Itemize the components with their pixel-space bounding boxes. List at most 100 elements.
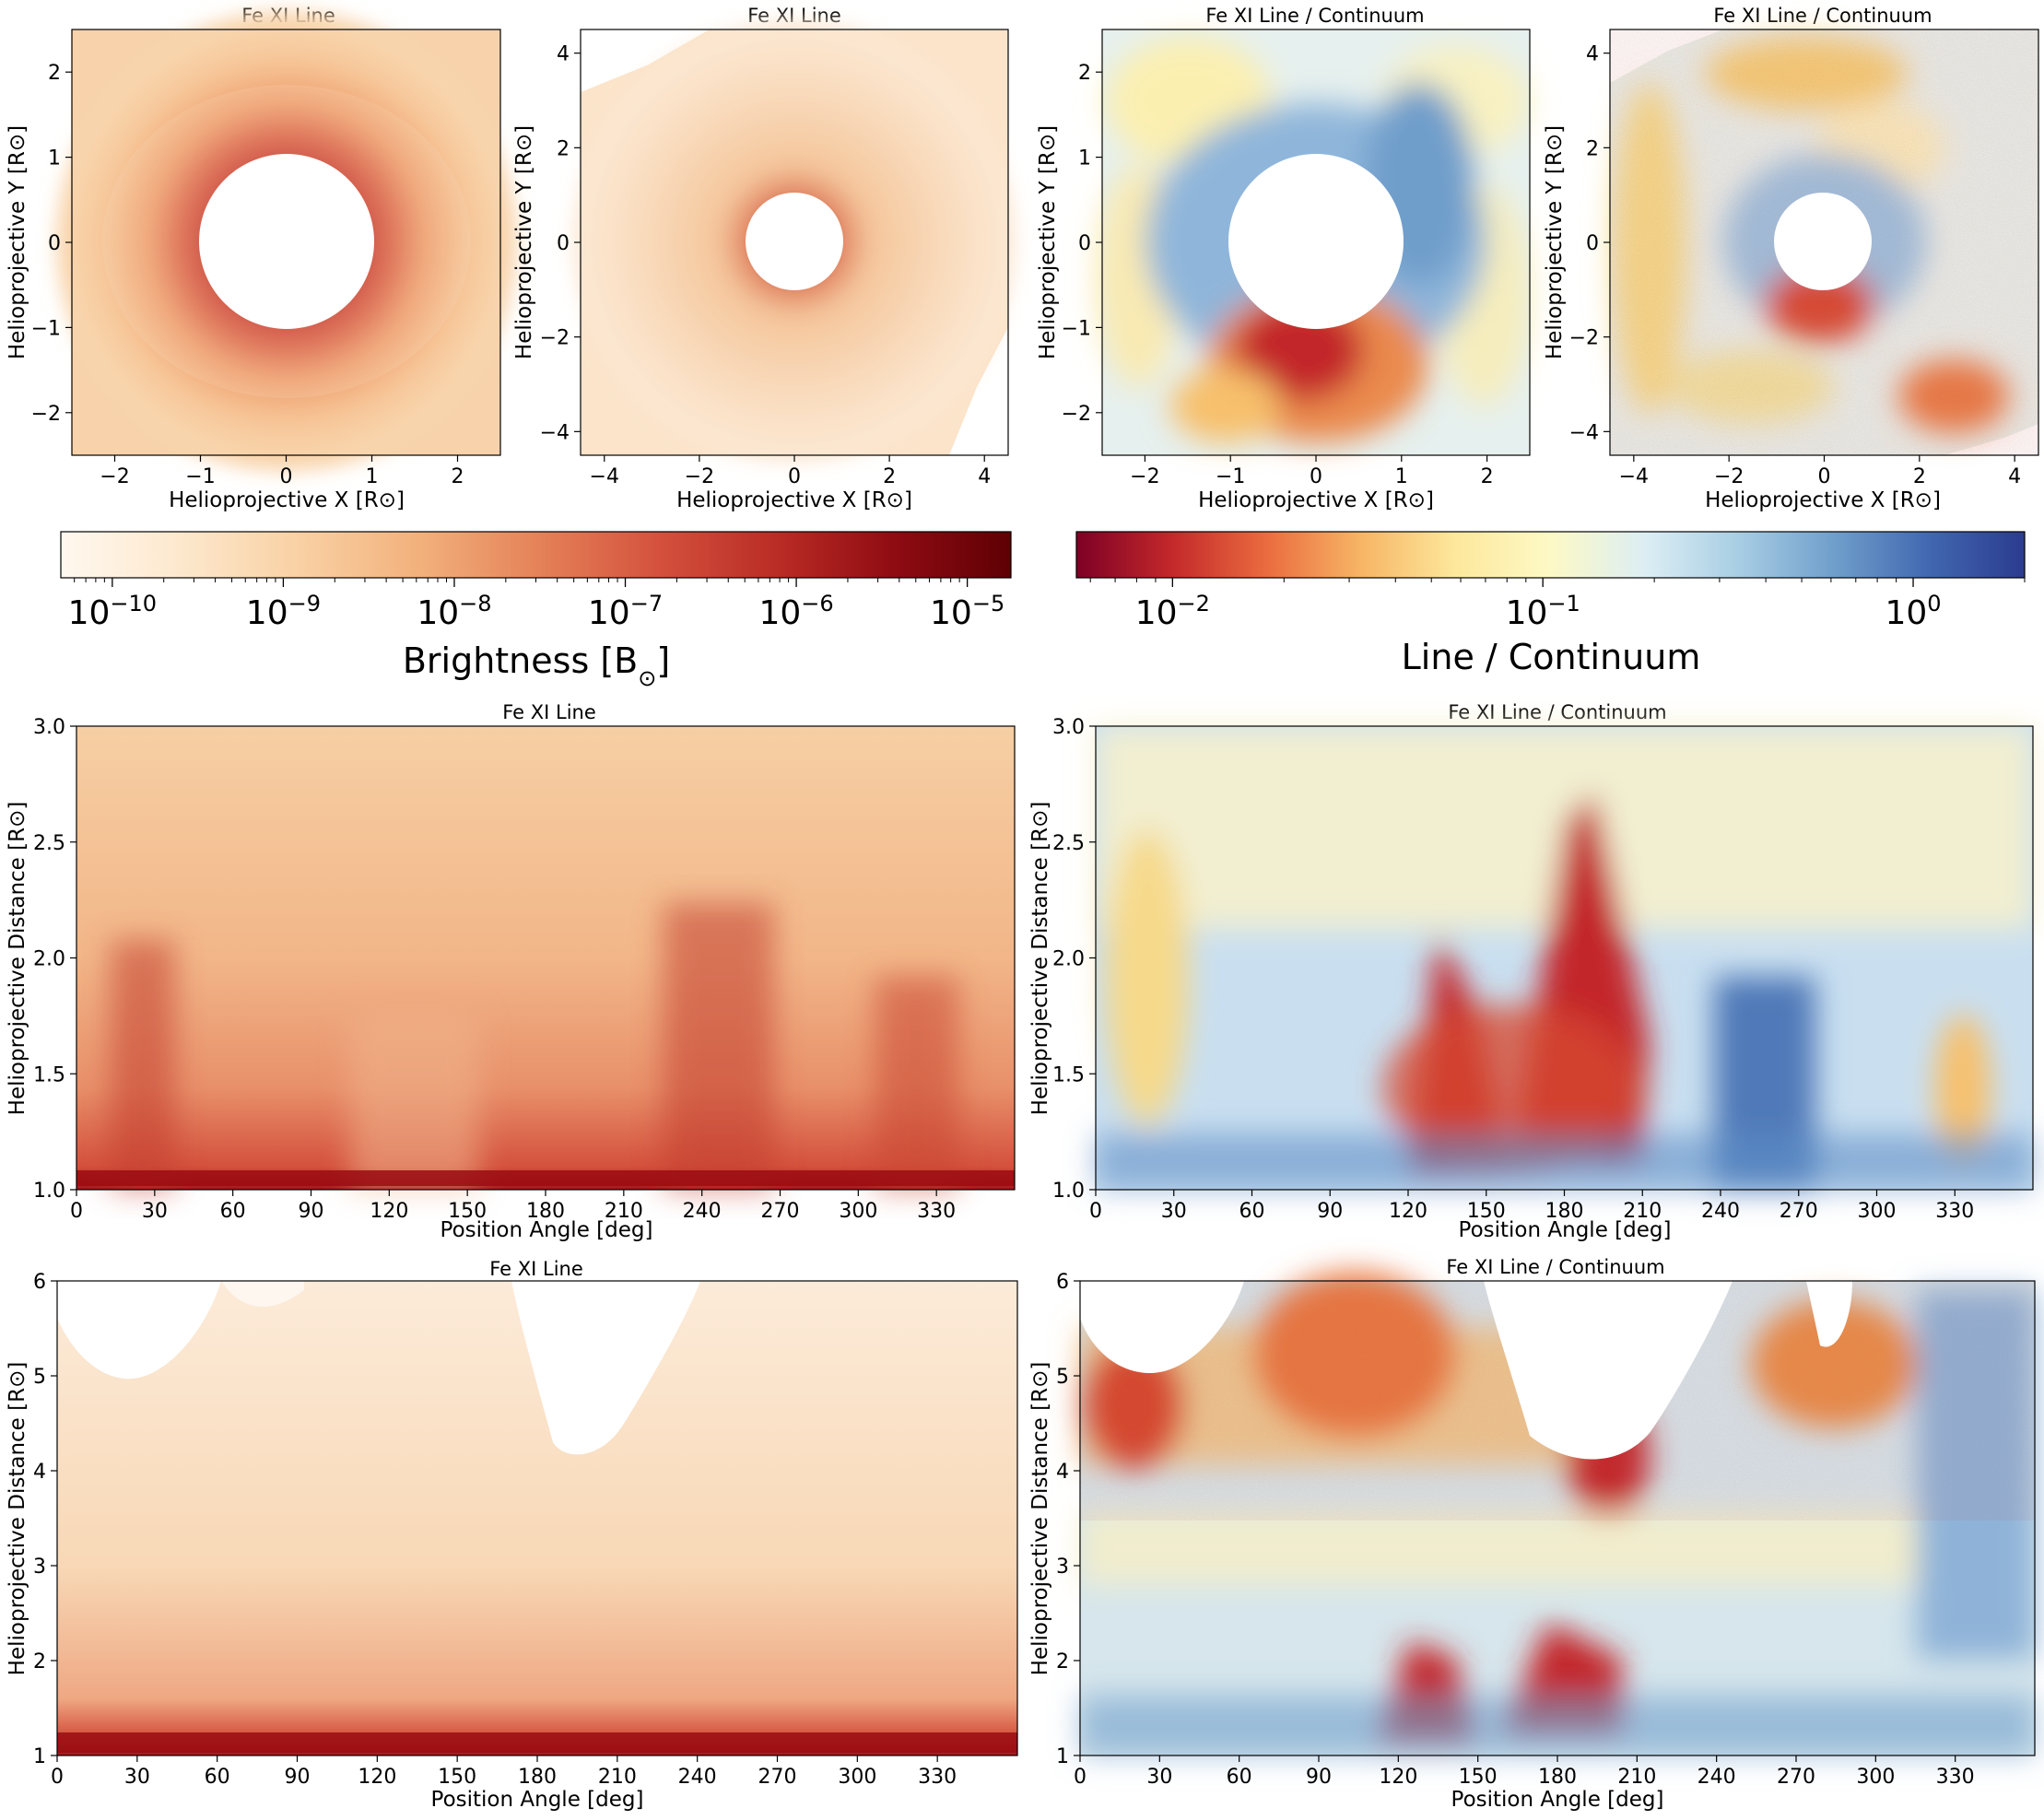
panel-2-ytick-label: −4 — [540, 421, 570, 444]
panel-6-xtick-label: 90 — [1317, 1200, 1343, 1223]
panel-7-xtick-label: 90 — [285, 1766, 311, 1789]
panel-4-xtick-label: 4 — [2008, 465, 2021, 488]
panel-7-xtick-label: 60 — [205, 1766, 230, 1789]
panel-3-occulter — [1228, 154, 1404, 329]
panel-1-xtick-label: −2 — [100, 465, 129, 488]
panel-5-fe-xi-line-polar: Fe XI Line 0 30 60 90 120 150 180 210 240 270 300 3… — [6, 701, 1016, 1242]
panel-2-xtick-label: 2 — [883, 465, 896, 488]
panel-6-xlabel: Position Angle [deg] — [1459, 1218, 1672, 1242]
panel-7-xlabel: Position Angle [deg] — [431, 1788, 644, 1812]
panel-7-title: Fe XI Line — [489, 1258, 583, 1280]
cb1-tick-label: 10−5 — [930, 591, 1004, 632]
panel-4-xtick-label: −4 — [1619, 465, 1649, 488]
panel-4-line-continuum: Fe XI Line / Continuum −4 −2 0 2 4 −4 −2 0 2 4 He… — [1543, 5, 2039, 512]
panel-8-ytick-label: 6 — [1056, 1271, 1069, 1294]
panel-8-ytick-label: 2 — [1056, 1650, 1069, 1673]
panel-1-xtick-label: 2 — [452, 465, 464, 488]
panel-4-image — [1610, 29, 2038, 455]
panel-8-line-continuum-polar-wide: Fe XI Line / Continuum 0 30 60 90 120 150 180 2… — [1028, 1256, 2036, 1812]
panel-4-ytick-label: 0 — [1586, 232, 1599, 255]
panel-6-xtick-label: 30 — [1161, 1200, 1187, 1223]
panel-5-xtick-label: 210 — [605, 1200, 643, 1223]
panel-3-ytick-label: 0 — [1078, 232, 1091, 255]
panel-7-axes: 0 30 60 90 120 150 180 210 240 270 300 330 1 2 3 4 5 6 — [33, 1271, 957, 1789]
panel-5-xtick-label: 300 — [839, 1200, 877, 1223]
panel-8-xtick-label: 60 — [1227, 1766, 1252, 1789]
panel-4-ytick-label: 2 — [1586, 137, 1599, 160]
panel-8-ytick-label: 5 — [1056, 1366, 1069, 1389]
panel-5-ytick-label: 1.0 — [33, 1180, 65, 1203]
panel-1-axes: −2 −1 0 1 2 −2 −1 0 1 2 — [31, 62, 464, 488]
panel-8-xtick-label: 120 — [1379, 1766, 1417, 1789]
panel-2-occulter — [746, 193, 843, 290]
panel-5-ytick-label: 3.0 — [33, 716, 65, 739]
panel-4-xlabel: Helioprojective X [R⊙] — [1705, 488, 1941, 512]
panel-1-ytick-label: −2 — [31, 403, 61, 426]
panel-3-line-continuum: Fe XI Line / Continuum −2 −1 0 1 2 −2 −1 0 1 2 He… — [1036, 5, 1531, 512]
panel-3-ylabel: Helioprojective Y [R⊙] — [1036, 125, 1060, 359]
panel-6-axes: 0 30 60 90 120 150 180 210 240 270 300 330 1.0 1.5 2.0… — [1052, 716, 1974, 1223]
panel-7-xtick-label: 210 — [598, 1766, 637, 1789]
panel-4-axes: −4 −2 0 2 4 −4 −2 0 2 4 — [1569, 43, 2022, 488]
colorbar-line-continuum-label: Line / Continuum — [1402, 637, 1701, 677]
panel-6-xtick-label: 0 — [1089, 1200, 1102, 1223]
panel-7-xtick-label: 180 — [518, 1766, 557, 1789]
panel-8-xtick-label: 180 — [1538, 1766, 1577, 1789]
colorbar-brightness-label: Brightness [B⊙] — [403, 640, 670, 691]
colorbar-line-continuum: 10−2 10−1 100 Line / Continuum — [1075, 531, 2026, 677]
panel-7-xtick-label: 30 — [124, 1766, 150, 1789]
panel-3-xtick-label: 0 — [1310, 465, 1322, 488]
panel-8-ylabel: Helioprojective Distance [R⊙] — [1028, 1362, 1052, 1676]
panel-4-xtick-label: −2 — [1714, 465, 1744, 488]
panel-2-xtick-label: 4 — [978, 465, 991, 488]
panel-5-xtick-label: 0 — [70, 1200, 83, 1223]
panel-1-xtick-label: −1 — [185, 465, 215, 488]
panel-6-ytick-label: 1.5 — [1052, 1063, 1085, 1086]
panel-3-xtick-label: −2 — [1130, 465, 1159, 488]
panel-6-title: Fe XI Line / Continuum — [1448, 701, 1666, 723]
panel-2-xtick-label: −2 — [685, 465, 714, 488]
panel-2-xlabel: Helioprojective X [R⊙] — [676, 488, 912, 512]
panel-8-ytick-label: 3 — [1056, 1556, 1069, 1579]
panel-2-xtick-label: 0 — [788, 465, 801, 488]
panel-8-image — [1080, 1272, 2035, 1755]
panel-1-ytick-label: 2 — [48, 62, 61, 85]
panel-1-ytick-label: 1 — [48, 147, 61, 170]
panel-7-ytick-label: 2 — [33, 1650, 46, 1673]
panel-3-ytick-label: 1 — [1078, 147, 1091, 170]
panel-4-xtick-label: 2 — [1913, 465, 1926, 488]
panel-1-ytick-label: −1 — [31, 317, 61, 340]
panel-8-xtick-label: 300 — [1856, 1766, 1895, 1789]
cb2-tick-label: 100 — [1885, 591, 1941, 632]
panel-5-axes: 0 30 60 90 120 150 180 210 240 270 300 330 1.0 1.5 2.0… — [33, 716, 956, 1223]
panel-5-xtick-label: 30 — [142, 1200, 168, 1223]
panel-5-xtick-label: 180 — [526, 1200, 565, 1223]
panel-8-title: Fe XI Line / Continuum — [1446, 1256, 1664, 1278]
panel-7-ylabel: Helioprojective Distance [R⊙] — [6, 1362, 29, 1676]
panel-6-xtick-label: 300 — [1858, 1200, 1897, 1223]
cb1-tick-label: 10−6 — [758, 591, 833, 632]
panel-7-xtick-label: 0 — [51, 1766, 64, 1789]
panel-7-ytick-label: 1 — [33, 1745, 46, 1768]
panel-7-ytick-label: 4 — [33, 1461, 46, 1484]
panel-3-ytick-label: −2 — [1062, 403, 1091, 426]
panel-4-ytick-label: −2 — [1569, 327, 1599, 350]
panel-4-xtick-label: 0 — [1818, 465, 1831, 488]
panel-3-image — [1097, 29, 1530, 455]
panel-2-image — [573, 20, 1016, 463]
panel-5-ytick-label: 1.5 — [33, 1063, 65, 1086]
panel-4-ylabel: Helioprojective Y [R⊙] — [1543, 125, 1567, 359]
cb2-tick-label: 10−2 — [1135, 591, 1210, 632]
panel-6-xtick-label: 60 — [1239, 1200, 1265, 1223]
colorbar-line-continuum-ticks: 10−2 10−1 100 — [1089, 578, 2026, 632]
panel-5-ytick-label: 2.0 — [33, 948, 65, 971]
panel-1-xtick-label: 0 — [280, 465, 293, 488]
panel-5-xlabel: Position Angle [deg] — [441, 1218, 653, 1242]
panel-2-ytick-label: 0 — [557, 232, 570, 255]
panel-6-xtick-label: 240 — [1701, 1200, 1740, 1223]
panel-7-xtick-label: 150 — [438, 1766, 476, 1789]
panel-3-xtick-label: 1 — [1395, 465, 1408, 488]
